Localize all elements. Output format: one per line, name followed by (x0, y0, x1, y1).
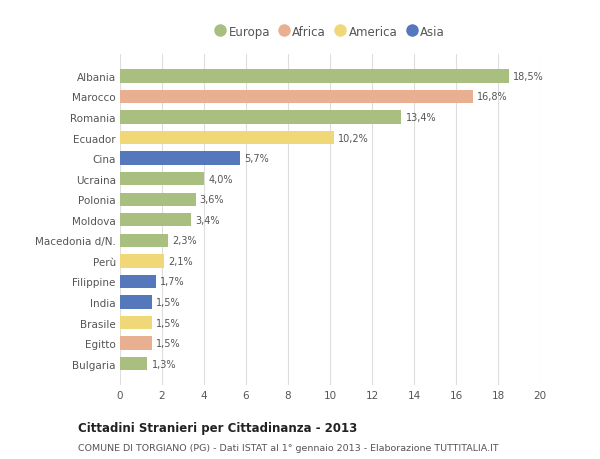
Bar (120, 132, 334, 145)
Text: 2,3%: 2,3% (173, 236, 197, 246)
Bar (120, 275, 156, 289)
Bar (120, 337, 151, 350)
Bar (120, 70, 509, 84)
Text: COMUNE DI TORGIANO (PG) - Dati ISTAT al 1° gennaio 2013 - Elaborazione TUTTITALI: COMUNE DI TORGIANO (PG) - Dati ISTAT al … (78, 443, 499, 452)
Text: 3,4%: 3,4% (196, 215, 220, 225)
Bar (120, 213, 191, 227)
Bar (120, 255, 164, 268)
Bar (120, 357, 148, 370)
Bar (120, 111, 401, 124)
Text: 4,0%: 4,0% (208, 174, 233, 185)
Text: 1,5%: 1,5% (156, 318, 181, 328)
Text: 1,5%: 1,5% (156, 338, 181, 348)
Text: 1,7%: 1,7% (160, 277, 185, 287)
Bar (120, 316, 151, 330)
Text: 1,3%: 1,3% (151, 359, 176, 369)
Bar (120, 296, 151, 309)
Text: 5,7%: 5,7% (244, 154, 269, 164)
Text: 2,1%: 2,1% (168, 256, 193, 266)
Text: 16,8%: 16,8% (477, 92, 508, 102)
Text: 1,5%: 1,5% (156, 297, 181, 308)
Text: 18,5%: 18,5% (513, 72, 544, 82)
Bar (120, 152, 240, 165)
Text: 10,2%: 10,2% (338, 133, 369, 143)
Bar (120, 234, 168, 247)
Text: 13,4%: 13,4% (406, 113, 436, 123)
Bar (120, 173, 204, 186)
Bar (120, 90, 473, 104)
Text: Cittadini Stranieri per Cittadinanza - 2013: Cittadini Stranieri per Cittadinanza - 2… (78, 421, 357, 434)
Text: 3,6%: 3,6% (200, 195, 224, 205)
Bar (120, 193, 196, 207)
Legend: Europa, Africa, America, Asia: Europa, Africa, America, Asia (211, 21, 449, 44)
